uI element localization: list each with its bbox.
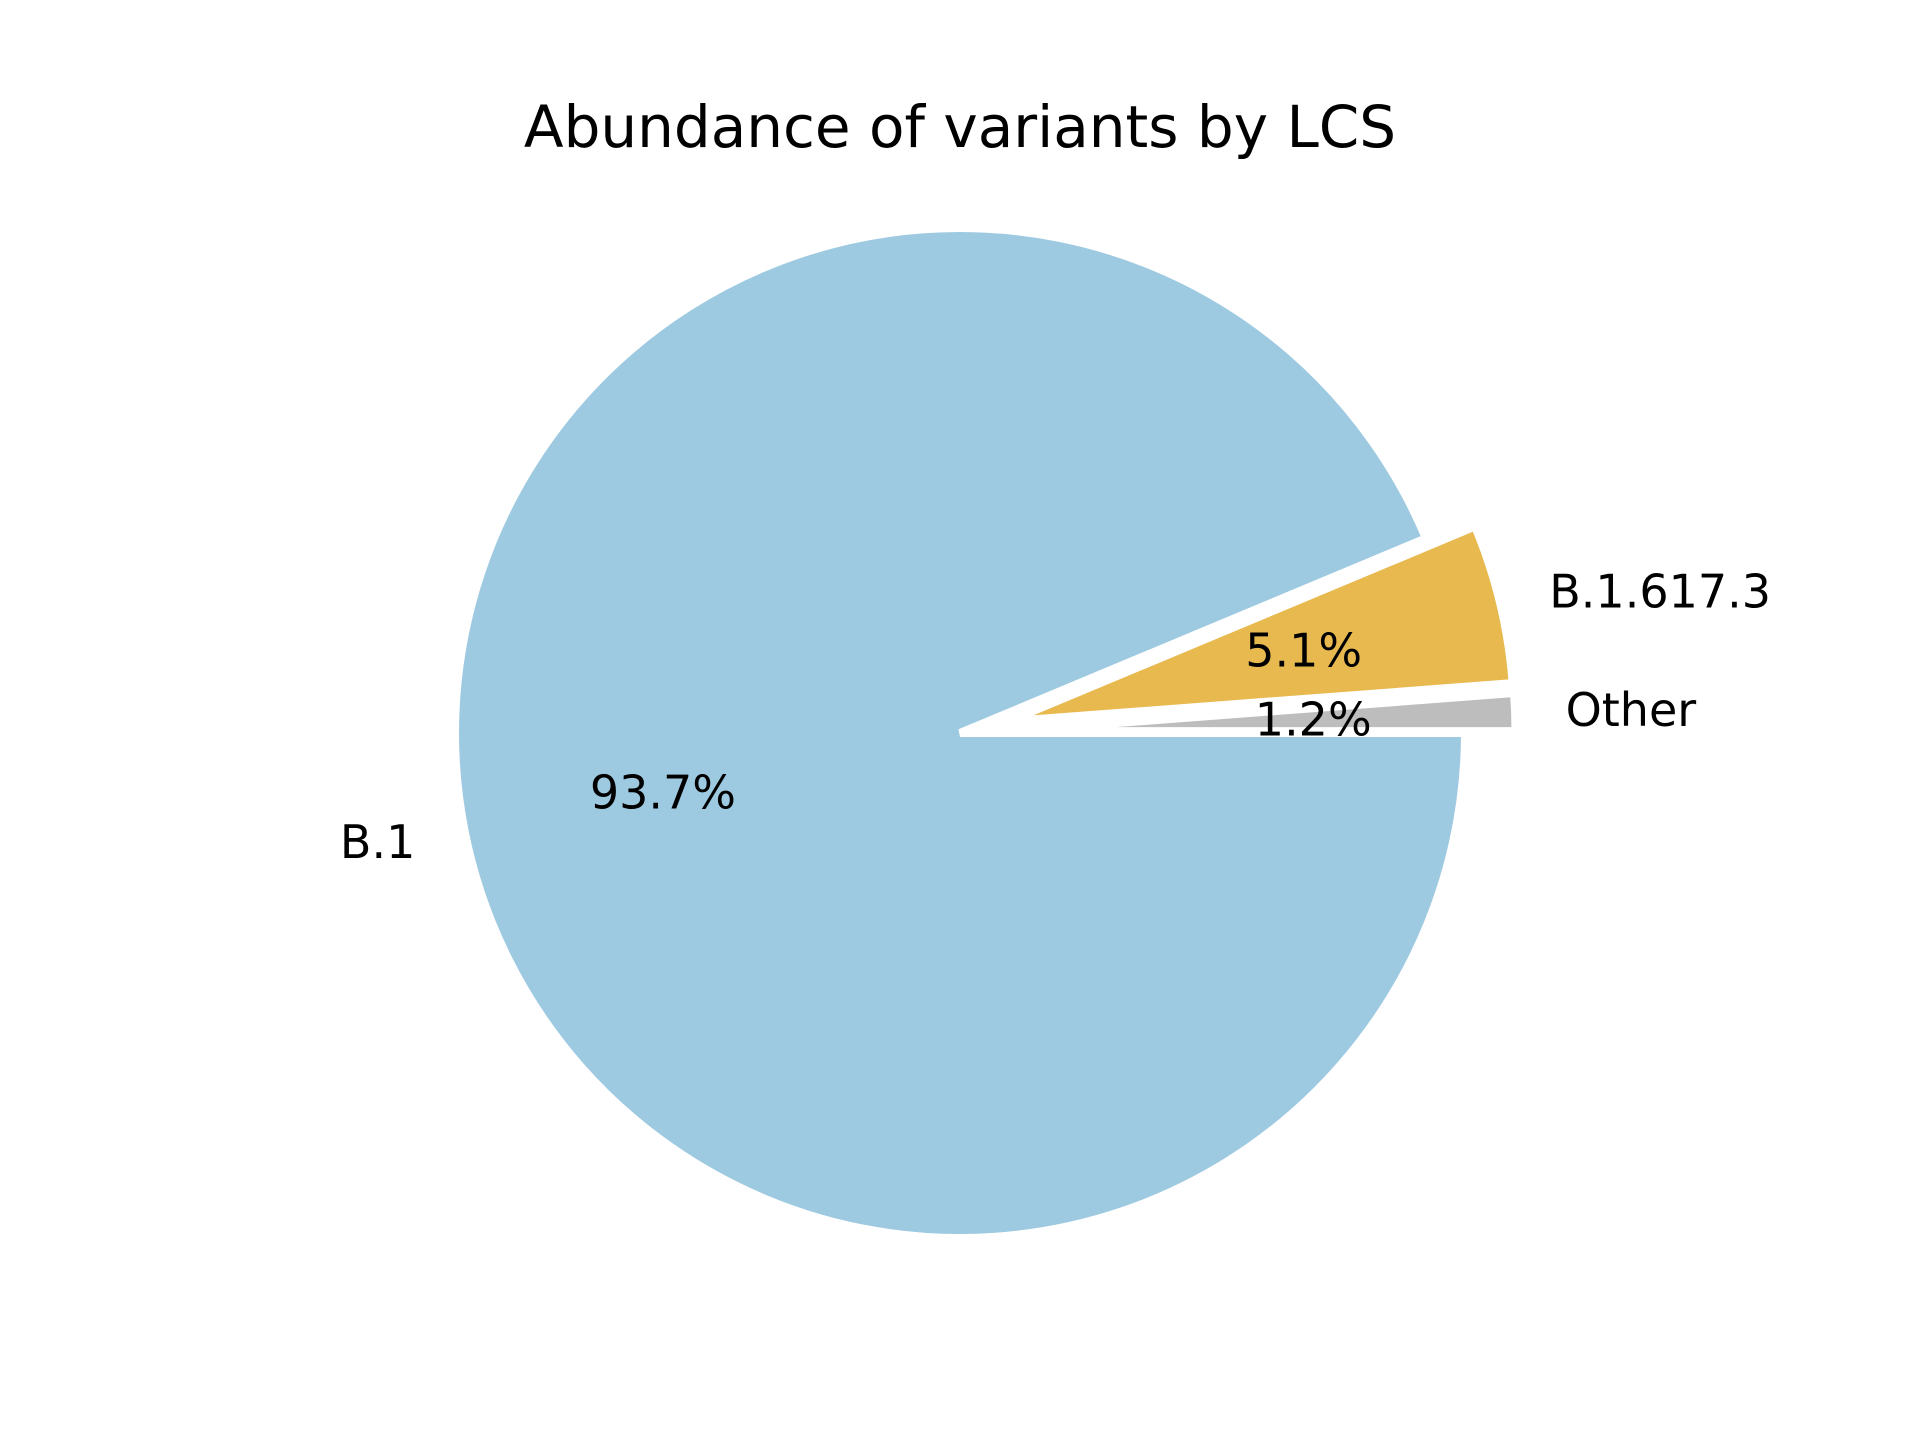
pct-label-other: 1.2%: [1255, 693, 1372, 747]
chart-title: Abundance of variants by LCS: [524, 93, 1396, 161]
pie-slice-other: [1010, 688, 1520, 736]
slice-label-b-1-617-3: B.1.617.3: [1549, 565, 1771, 619]
pie-slice-b-1-617-3: [1007, 521, 1517, 726]
pct-label-b-1-617-3: 5.1%: [1245, 623, 1362, 677]
pie-slice-b-1: [451, 224, 1470, 1242]
pct-label-b-1: 93.7%: [590, 766, 736, 820]
slice-label-b-1: B.1: [340, 815, 415, 869]
pie-labels: B.1 93.7% B.1.617.3 5.1% Other 1.2%: [340, 565, 1771, 870]
slice-label-other: Other: [1566, 683, 1697, 737]
pie-slices: [451, 224, 1520, 1242]
